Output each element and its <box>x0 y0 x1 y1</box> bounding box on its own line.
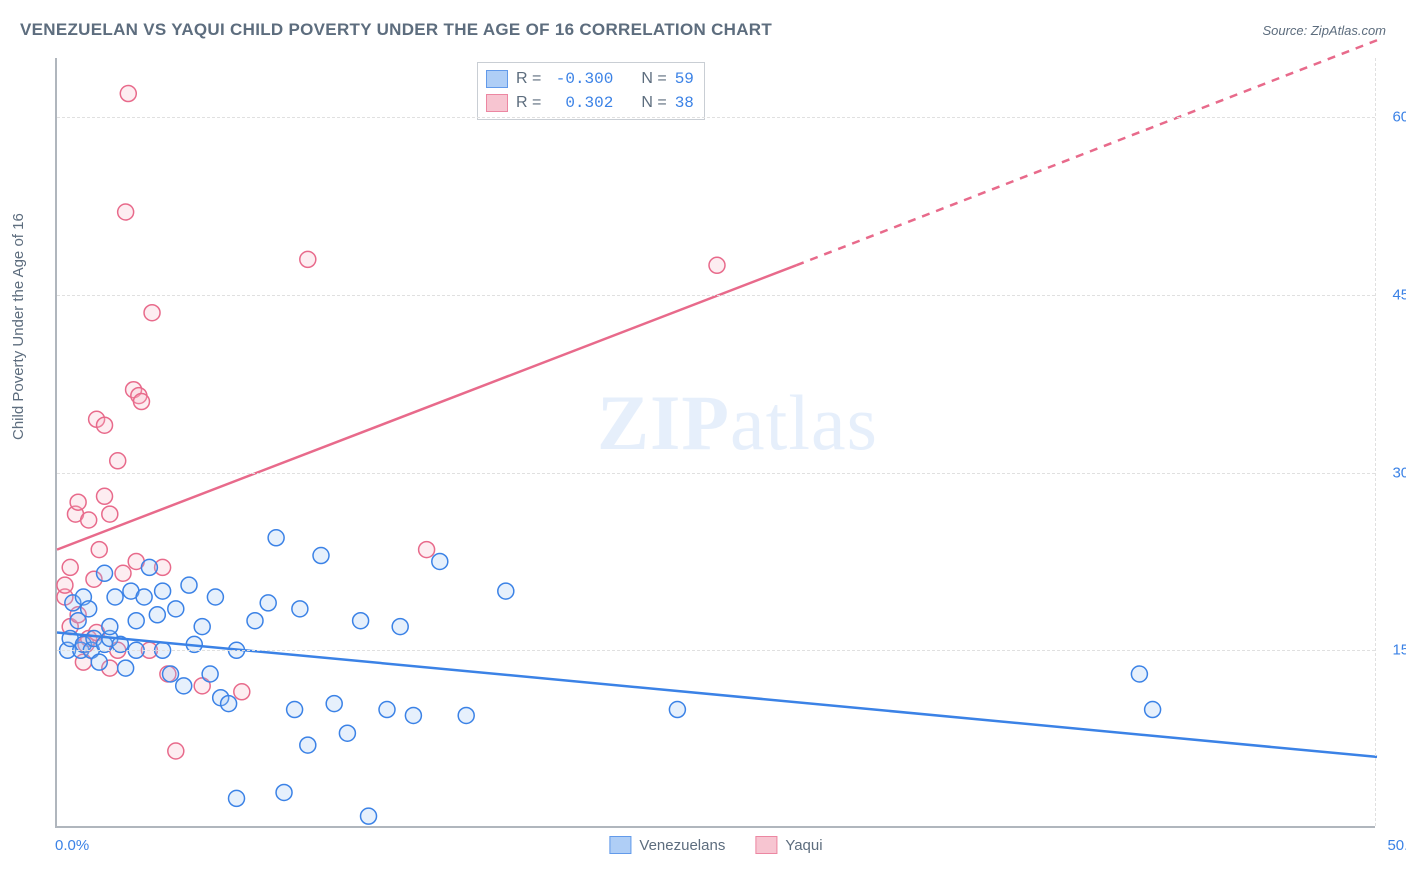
gridline-h <box>57 473 1375 474</box>
y-axis-label: Child Poverty Under the Age of 16 <box>10 213 27 440</box>
y-tick-label: 60.0% <box>1380 109 1406 126</box>
y-tick-label: 15.0% <box>1380 642 1406 659</box>
chart-title: VENEZUELAN VS YAQUI CHILD POVERTY UNDER … <box>20 20 772 40</box>
legend-label: Venezuelans <box>639 837 725 854</box>
stat-n-value: 38 <box>675 91 694 115</box>
legend-swatch <box>486 94 508 112</box>
source-label: Source: ZipAtlas.com <box>1262 23 1386 38</box>
stat-n-value: 59 <box>675 67 694 91</box>
legend-item: Venezuelans <box>609 836 725 854</box>
stats-row: R = 0.302 N = 38 <box>486 91 694 115</box>
scatter-svg <box>57 58 1375 826</box>
stats-row: R = -0.300 N = 59 <box>486 67 694 91</box>
stat-n-label: N = <box>641 91 666 115</box>
bottom-legend: Venezuelans Yaqui <box>609 836 822 854</box>
gridline-h <box>57 650 1375 651</box>
legend-swatch <box>755 836 777 854</box>
x-tick-max: 50.0% <box>1387 837 1406 854</box>
stats-box: R = -0.300 N = 59 R = 0.302 N = 38 <box>477 62 705 120</box>
x-tick-min: 0.0% <box>55 837 89 854</box>
gridline-v <box>1375 58 1376 826</box>
legend-swatch <box>609 836 631 854</box>
stat-n-label: N = <box>641 67 666 91</box>
plot-area: ZIPatlas R =-0.300N = 59R =0.302N = 38 V… <box>55 58 1375 828</box>
y-tick-label: 30.0% <box>1380 464 1406 481</box>
legend-swatch <box>486 70 508 88</box>
stat-r-value: -0.300 <box>549 67 613 91</box>
gridline-h <box>57 295 1375 296</box>
legend-label: Yaqui <box>785 837 822 854</box>
stat-r-label: R = <box>516 91 541 115</box>
gridline-h <box>57 117 1375 118</box>
legend-item: Yaqui <box>755 836 822 854</box>
stat-r-value: 0.302 <box>549 91 613 115</box>
stat-r-label: R = <box>516 67 541 91</box>
y-tick-label: 45.0% <box>1380 286 1406 303</box>
